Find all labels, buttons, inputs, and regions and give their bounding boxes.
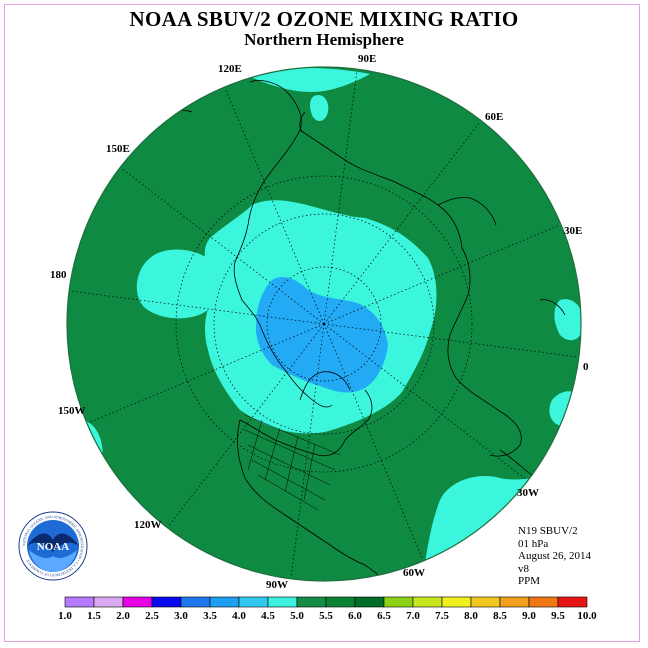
colorbar-label: 8.0 (464, 610, 478, 622)
colorbar-segment (528, 596, 559, 608)
colorbar-segment (325, 596, 356, 608)
colorbar-segment (238, 596, 269, 608)
colorbar-label: 3.5 (203, 610, 217, 622)
lon-label-120e: 120E (218, 63, 242, 75)
colorbar-label: 4.5 (261, 610, 275, 622)
colorbar-label: 8.5 (493, 610, 507, 622)
state-boundaries (244, 414, 341, 511)
info-units: PPM (518, 575, 541, 587)
colorbar-label: 5.0 (290, 610, 304, 622)
colorbar-segment (180, 596, 211, 608)
ozone-contour-top-patch (240, 67, 370, 92)
lon-label-120w: 120W (134, 519, 162, 531)
colorbar-segment (354, 596, 385, 608)
colorbar-segment (441, 596, 472, 608)
info-satellite: N19 SBUV/2 (518, 525, 578, 537)
colorbar-label: 1.5 (87, 610, 101, 622)
colorbar-segment (383, 596, 414, 608)
map-title: NOAA SBUV/2 OZONE MIXING RATIO (129, 7, 519, 31)
colorbar-label: 9.5 (551, 610, 565, 622)
lon-label-90e: 90E (358, 53, 376, 65)
colorbar-label: 4.0 (232, 610, 246, 622)
lon-label-60e: 60E (485, 111, 503, 123)
colorbar-segment (499, 596, 530, 608)
info-date: August 26, 2014 (518, 550, 592, 562)
map-subtitle: Northern Hemisphere (244, 30, 404, 49)
noaa-logo-text: NOAA (37, 541, 69, 553)
colorbar-segment (296, 596, 327, 608)
colorbar-segment (412, 596, 443, 608)
colorbar-segment (557, 596, 588, 608)
ozone-contour-pole-core (255, 277, 388, 393)
colorbar-segment (470, 596, 501, 608)
info-pressure: 01 hPa (518, 537, 549, 550)
lon-label-90w: 90W (266, 579, 288, 591)
lon-label-30w: 30W (517, 487, 539, 499)
page-frame (4, 4, 640, 642)
lon-label-30e: 30E (564, 225, 582, 237)
ozone-contour-top-drop (310, 94, 329, 121)
colorbar-segment (267, 596, 298, 608)
lon-label-0: 0 (583, 361, 589, 373)
colorbar-label: 7.5 (435, 610, 449, 622)
graticule (69, 69, 579, 579)
colorbar-label: 2.0 (116, 610, 130, 622)
colorbar-segment (93, 596, 124, 608)
colorbar-label: 6.5 (377, 610, 391, 622)
colorbar-label: 10.0 (577, 610, 597, 622)
info-block: N19 SBUV/2 01 hPa August 26, 2014 v8 PPM (518, 525, 591, 588)
lon-label-150e: 150E (106, 143, 130, 155)
colorbar-segment (151, 596, 182, 608)
info-version: v8 (518, 562, 529, 575)
lon-label-60w: 60W (403, 567, 425, 579)
colorbar-label: 1.0 (58, 610, 72, 622)
colorbar-label: 7.0 (406, 610, 420, 622)
coastlines (154, 80, 566, 581)
ozone-contour-bering-blob (136, 249, 220, 319)
colorbar: 1.0 1.5 2.0 2.5 3.0 3.5 4.0 4.5 5.0 5.5 6.0 6.5 7.0 7… (58, 596, 597, 622)
lon-label-150w: 150W (58, 405, 86, 417)
noaa-logo: NOAA NATIONAL OCEANIC AND ATMOSPHERIC AD… (18, 511, 88, 581)
colorbar-segment (64, 596, 95, 608)
colorbar-segment (209, 596, 240, 608)
colorbar-label: 9.0 (522, 610, 536, 622)
colorbar-label: 2.5 (145, 610, 159, 622)
colorbar-label: 5.5 (319, 610, 333, 622)
colorbar-label: 3.0 (174, 610, 188, 622)
colorbar-segment (122, 596, 153, 608)
globe-outline (66, 66, 582, 582)
lon-label-180: 180 (50, 269, 67, 281)
colorbar-label: 6.0 (348, 610, 362, 622)
